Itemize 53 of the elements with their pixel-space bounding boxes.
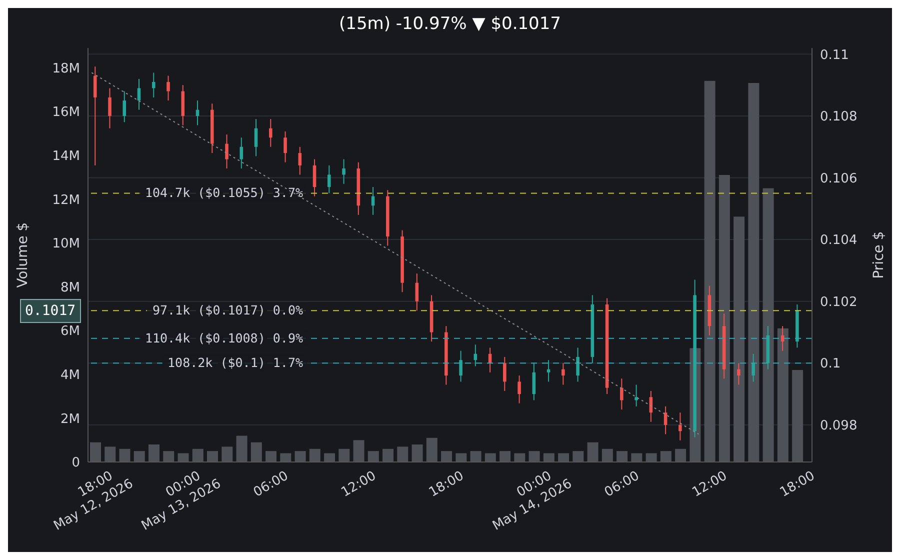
y2-tick-label: 18M — [52, 61, 80, 76]
y2-axis-title: Volume $ — [14, 222, 31, 288]
chart-title: (15m) -10.97% ▼ $0.1017 — [338, 14, 562, 34]
y-tick-label: 0.102 — [820, 294, 858, 310]
candlestick — [752, 353, 755, 382]
candlestick — [664, 406, 668, 435]
candlestick — [576, 347, 580, 382]
candlestick — [415, 273, 419, 312]
ref-line-label: 108.2k ($0.1) 1.7% — [168, 355, 304, 370]
y2-tick-label: 6M — [60, 324, 80, 340]
y-axis-title: Price $ — [870, 231, 887, 279]
candlestick — [269, 118, 272, 148]
candlestick — [737, 362, 740, 386]
y-tick-label: 0.098 — [820, 418, 858, 434]
candlestick — [122, 90, 126, 123]
y2-tick-label: 14M — [52, 148, 80, 164]
y-tick-label: 0.11 — [820, 48, 849, 63]
y-tick-label: 0.108 — [820, 110, 858, 125]
candlestick — [298, 146, 302, 176]
ref-line-label: 110.4k ($0.1008) 0.9% — [144, 330, 304, 346]
candlestick — [532, 362, 536, 401]
candlestick — [620, 378, 624, 410]
candlestick — [225, 134, 228, 169]
y2-tick-label: 0 — [72, 456, 80, 471]
candlestick — [459, 350, 462, 382]
y2-tick-label: 2M — [60, 412, 80, 427]
y2-tick-label: 4M — [60, 368, 80, 383]
candlestick — [678, 412, 682, 441]
candlestick — [503, 356, 506, 392]
candlestick — [634, 384, 638, 407]
candlestick — [152, 72, 156, 98]
candlestick — [137, 78, 141, 110]
candlestick — [240, 137, 244, 169]
y2-tick-label: 16M — [52, 105, 80, 120]
ref-line-label: 104.7k ($0.1055) 3.7% — [144, 185, 304, 200]
candlestick — [312, 158, 316, 197]
candlestick — [562, 362, 565, 386]
y-tick-label: 0.106 — [820, 171, 858, 186]
ref-line-label: 97.1k ($0.1017) 0.0% — [152, 302, 304, 318]
y-tick-label: 0.104 — [820, 233, 858, 248]
candlestick — [518, 374, 521, 404]
candlestick — [108, 88, 112, 129]
y2-tick-label: 10M — [52, 236, 80, 252]
candlestick — [93, 66, 97, 166]
y2-tick-label: 8M — [60, 280, 80, 296]
y2-tick-label: 12M — [52, 192, 80, 208]
candlestick — [254, 118, 258, 157]
text: 0.1017 — [20, 298, 81, 323]
candlestick — [328, 164, 331, 194]
y-tick-label: 0.1 — [820, 356, 841, 372]
candlestick — [284, 130, 287, 163]
candlestick — [166, 75, 170, 102]
candlestick — [342, 158, 346, 184]
